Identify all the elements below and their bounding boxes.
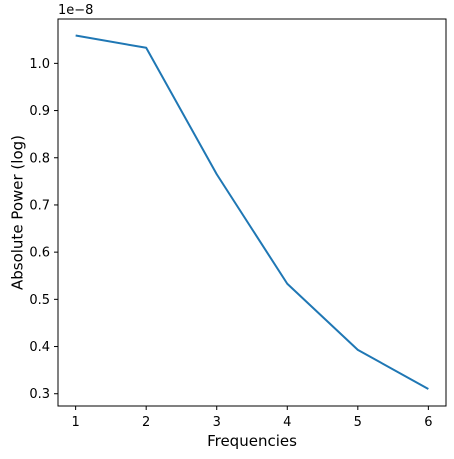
x-tick-label: 3	[213, 415, 221, 430]
y-tick-label: 0.3	[29, 387, 50, 402]
y-tick-label: 0.7	[29, 198, 50, 213]
series-line-0	[75, 34, 429, 390]
x-axis-title: Frequencies	[207, 432, 297, 450]
y-tick-label: 0.4	[29, 340, 50, 355]
plot-frame	[57, 18, 447, 407]
y-offset-label: 1e−8	[58, 3, 93, 18]
x-tick-label: 2	[142, 415, 150, 430]
y-tick-label: 1.0	[29, 57, 50, 72]
y-tick-label: 0.9	[29, 104, 50, 119]
y-axis-title: Absolute Power (log)	[9, 135, 27, 290]
y-tick-label: 0.5	[29, 293, 50, 308]
y-tick-label: 0.6	[29, 246, 50, 261]
y-tick-label: 0.8	[29, 151, 50, 166]
x-tick-label: 1	[71, 415, 79, 430]
x-tick-label: 5	[354, 415, 362, 430]
y-axis: 0.3 0.4 0.5 0.6 0.7 0.8 0.9 1.0	[29, 57, 58, 402]
x-tick-label: 6	[424, 415, 432, 430]
x-axis: 1 2 3 4 5 6	[71, 406, 433, 430]
plot-area	[75, 34, 429, 390]
x-tick-label: 4	[283, 415, 291, 430]
